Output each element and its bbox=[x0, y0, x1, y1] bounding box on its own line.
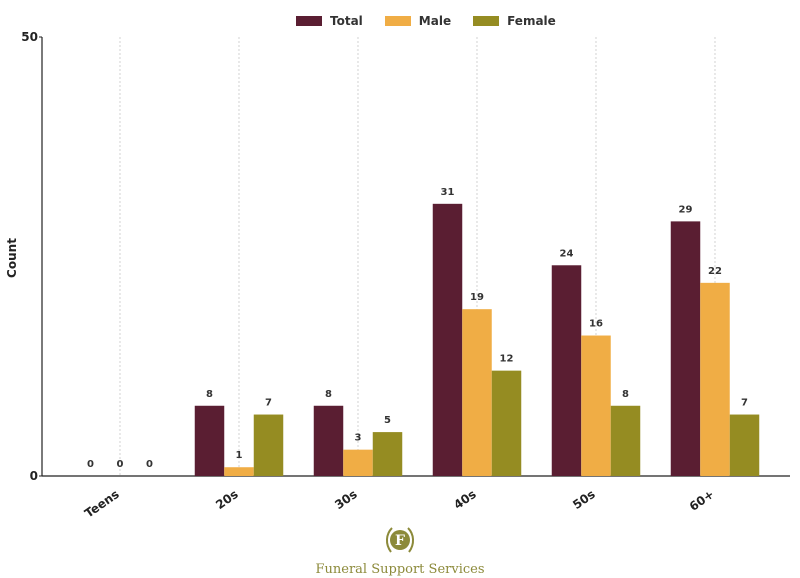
data-label: 3 bbox=[355, 433, 362, 444]
data-label: 1 bbox=[236, 450, 243, 461]
logo-letter: F bbox=[395, 533, 405, 549]
bar-male bbox=[581, 335, 611, 476]
x-tick-label: Teens bbox=[82, 487, 122, 520]
data-label: 12 bbox=[500, 354, 514, 365]
laurel-logo-icon: F bbox=[386, 527, 414, 553]
bar-total bbox=[670, 221, 701, 476]
legend-swatch-female bbox=[473, 16, 500, 26]
bar-female bbox=[253, 414, 284, 476]
data-label: 31 bbox=[441, 187, 455, 198]
bar-female bbox=[729, 414, 760, 476]
bar-male bbox=[343, 449, 373, 476]
data-label: 29 bbox=[679, 204, 693, 215]
bar-total bbox=[313, 405, 344, 476]
data-label: 0 bbox=[146, 459, 153, 470]
bar-total bbox=[432, 203, 463, 476]
legend-label-male: Male bbox=[418, 14, 452, 28]
y-tick-label: 50 bbox=[21, 30, 38, 44]
brand-name: Funeral Support Services bbox=[315, 562, 485, 577]
x-tick-label: 60+ bbox=[687, 487, 717, 514]
data-label: 7 bbox=[741, 398, 748, 409]
data-label: 22 bbox=[708, 266, 722, 277]
bar-male bbox=[224, 467, 254, 476]
legend-item-total: Total bbox=[296, 14, 363, 28]
x-tick-label: 50s bbox=[570, 487, 598, 512]
legend-label-female: Female bbox=[507, 14, 556, 28]
bar-female bbox=[372, 432, 403, 476]
data-label: 0 bbox=[117, 459, 124, 470]
bar-female bbox=[610, 405, 641, 476]
bars bbox=[194, 203, 760, 476]
data-label: 24 bbox=[560, 248, 574, 259]
legend-item-female: Female bbox=[473, 14, 556, 28]
x-tick-label: 40s bbox=[451, 487, 479, 512]
bar-total bbox=[551, 265, 582, 476]
bar-chart: 0 8 8 31 24 29 0 1 3 19 16 22 0 7 5 12 8 7 0 50 Teens 20s 30s… bbox=[5, 30, 790, 520]
data-label: 0 bbox=[87, 459, 94, 470]
x-tick-label: 20s bbox=[213, 487, 241, 512]
data-labels: 0 8 8 31 24 29 0 1 3 19 16 22 0 7 5 12 8 7 bbox=[87, 187, 748, 470]
bar-male bbox=[700, 282, 730, 476]
y-tick-label: 0 bbox=[30, 469, 38, 483]
bar-total bbox=[194, 405, 225, 476]
data-label: 8 bbox=[325, 389, 332, 400]
axes bbox=[41, 37, 790, 477]
bar-male bbox=[462, 309, 492, 476]
data-label: 7 bbox=[265, 398, 272, 409]
data-label: 8 bbox=[206, 389, 213, 400]
legend: Total Male Female bbox=[296, 14, 578, 28]
data-label: 5 bbox=[384, 415, 391, 426]
data-label: 16 bbox=[589, 319, 603, 330]
y-axis-label: Count bbox=[5, 238, 19, 278]
bar-female bbox=[491, 370, 522, 476]
data-label: 8 bbox=[622, 389, 629, 400]
data-label: 19 bbox=[470, 292, 484, 303]
legend-label-total: Total bbox=[330, 14, 363, 28]
brand-logo: F Funeral Support Services bbox=[0, 524, 800, 577]
legend-swatch-total bbox=[296, 16, 322, 26]
x-tick-label: 30s bbox=[332, 487, 360, 512]
legend-swatch-male bbox=[384, 16, 411, 26]
legend-item-male: Male bbox=[384, 14, 452, 28]
